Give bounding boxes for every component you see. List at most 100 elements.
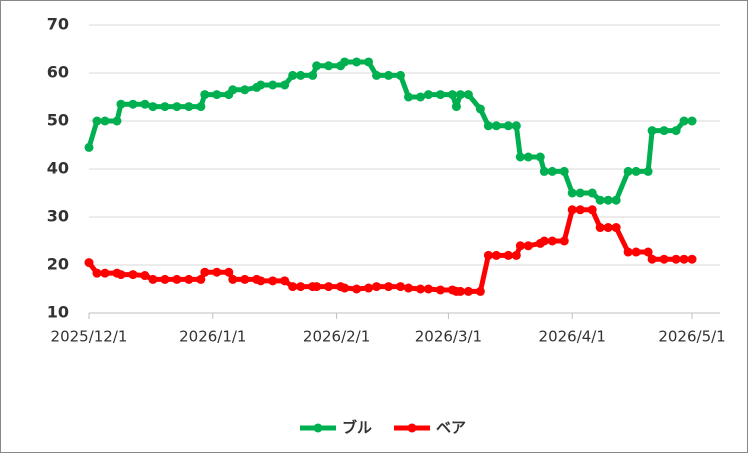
data-point bbox=[671, 254, 681, 264]
y-tick-label: 70 bbox=[47, 15, 69, 34]
data-point bbox=[535, 152, 545, 162]
data-point bbox=[200, 90, 210, 100]
data-point bbox=[140, 271, 150, 281]
data-point bbox=[647, 126, 657, 136]
y-tick-label: 50 bbox=[47, 111, 69, 130]
data-point bbox=[475, 286, 485, 296]
data-point bbox=[228, 274, 238, 284]
data-point bbox=[511, 250, 521, 260]
data-point bbox=[659, 254, 669, 264]
data-point bbox=[415, 92, 425, 102]
data-point bbox=[296, 70, 306, 80]
data-point bbox=[256, 276, 266, 286]
x-tick-label: 2026/2/1 bbox=[303, 328, 370, 346]
y-tick-label: 60 bbox=[47, 63, 69, 82]
data-point bbox=[288, 70, 298, 80]
data-point bbox=[491, 250, 501, 260]
data-point bbox=[372, 70, 382, 80]
data-point bbox=[128, 270, 138, 280]
data-point bbox=[268, 80, 278, 90]
y-tick-label: 30 bbox=[47, 207, 69, 226]
x-tick-label: 2026/5/1 bbox=[658, 328, 725, 346]
data-point bbox=[515, 241, 525, 251]
data-point bbox=[148, 102, 158, 112]
data-point bbox=[184, 274, 194, 284]
data-point bbox=[483, 121, 493, 131]
data-point bbox=[256, 80, 266, 90]
data-point bbox=[288, 282, 298, 292]
data-point bbox=[539, 166, 549, 176]
data-point bbox=[308, 70, 318, 80]
data-point bbox=[587, 188, 597, 198]
y-tick-label: 10 bbox=[47, 303, 69, 322]
data-point bbox=[671, 126, 681, 136]
data-point bbox=[352, 284, 362, 294]
data-point bbox=[384, 282, 394, 292]
data-point bbox=[324, 61, 334, 71]
data-point bbox=[312, 282, 322, 292]
x-tick-label: 2026/1/1 bbox=[179, 328, 246, 346]
data-point bbox=[559, 166, 569, 176]
data-point bbox=[364, 57, 374, 67]
data-point bbox=[172, 102, 182, 112]
data-point bbox=[595, 195, 605, 205]
data-point bbox=[212, 267, 222, 277]
data-point bbox=[547, 236, 557, 246]
y-tick-label: 40 bbox=[47, 159, 69, 178]
data-point bbox=[396, 70, 406, 80]
x-tick-label: 2025/12/1 bbox=[51, 328, 128, 346]
data-point bbox=[403, 283, 413, 293]
data-point bbox=[228, 85, 238, 95]
data-point bbox=[200, 267, 210, 277]
data-point bbox=[567, 205, 577, 215]
data-point bbox=[184, 102, 194, 112]
data-point bbox=[587, 205, 597, 215]
legend-label: ベア bbox=[436, 419, 466, 437]
data-point bbox=[511, 121, 521, 131]
legend-marker bbox=[407, 423, 417, 433]
data-point bbox=[403, 92, 413, 102]
data-point bbox=[435, 90, 445, 100]
data-point bbox=[212, 90, 222, 100]
grid: 10 20 30 40 50 60 70 2025/12/1 2026/1/1 2026/2/1 2… bbox=[47, 15, 726, 346]
data-point bbox=[547, 166, 557, 176]
data-point bbox=[84, 258, 94, 268]
data-point bbox=[352, 57, 362, 67]
data-point bbox=[128, 99, 138, 109]
data-point bbox=[447, 90, 457, 100]
data-point bbox=[455, 286, 465, 296]
data-point bbox=[523, 152, 533, 162]
data-point bbox=[575, 188, 585, 198]
data-point bbox=[463, 286, 473, 296]
data-point bbox=[384, 70, 394, 80]
data-point bbox=[148, 274, 158, 284]
data-point bbox=[603, 195, 613, 205]
data-point bbox=[224, 267, 234, 277]
data-point bbox=[268, 276, 278, 286]
data-point bbox=[112, 116, 122, 126]
data-point bbox=[679, 254, 689, 264]
data-point bbox=[324, 282, 334, 292]
data-point bbox=[140, 99, 150, 109]
data-point bbox=[372, 282, 382, 292]
data-point bbox=[491, 121, 501, 131]
data-point bbox=[340, 283, 350, 293]
data-point bbox=[463, 90, 473, 100]
data-point bbox=[280, 80, 290, 90]
y-tick-label: 20 bbox=[47, 255, 69, 274]
data-point bbox=[196, 274, 206, 284]
data-point bbox=[423, 90, 433, 100]
data-point bbox=[523, 241, 533, 251]
data-point bbox=[196, 102, 206, 112]
data-point bbox=[455, 90, 465, 100]
data-point bbox=[312, 61, 322, 71]
data-point bbox=[451, 102, 461, 112]
data-point bbox=[423, 284, 433, 294]
data-point bbox=[611, 223, 621, 233]
data-point bbox=[611, 195, 621, 205]
data-point bbox=[160, 274, 170, 284]
data-point bbox=[603, 223, 613, 233]
legend-label: ブル bbox=[342, 419, 372, 437]
data-point bbox=[567, 188, 577, 198]
data-point bbox=[643, 247, 653, 257]
